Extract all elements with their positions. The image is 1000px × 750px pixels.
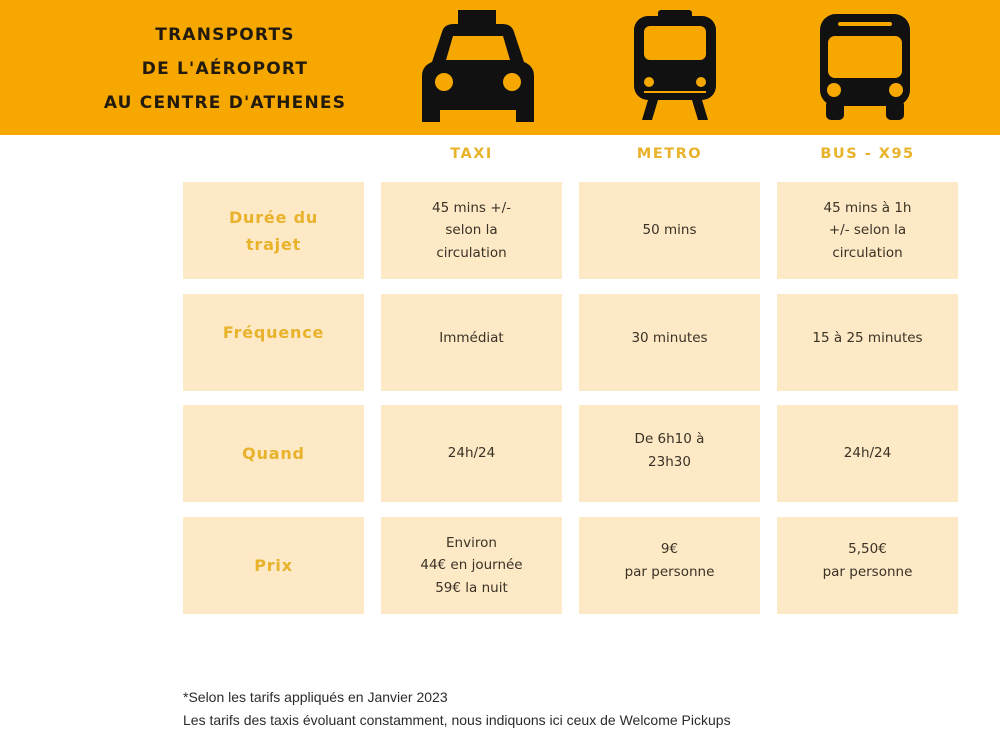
cell-text: 9€ par personne (624, 541, 715, 580)
header-banner: TRANSPORTS DE L'AÉROPORT AU CENTRE D'ATH… (0, 0, 1000, 135)
row-label-quand: Quand (183, 405, 364, 502)
page-title: TRANSPORTS DE L'AÉROPORT AU CENTRE D'ATH… (60, 18, 390, 120)
title-line-2: DE L'AÉROPORT (141, 59, 309, 79)
cell-text: 45 mins +/- selon la circulation (432, 199, 511, 261)
cell-text: 24h/24 (843, 445, 892, 462)
metro-icon (634, 10, 716, 120)
cell-frequence-taxi: Immédiat (381, 294, 562, 391)
title-line-3: AU CENTRE D'ATHENES (103, 93, 347, 113)
footnote-source: Les tarifs des taxis évoluant constammen… (183, 712, 731, 728)
cell-text: 30 minutes (631, 330, 708, 347)
column-header-taxi: TAXI (450, 146, 493, 162)
cell-quand-bus: 24h/24 (777, 405, 958, 502)
cell-duree-metro: 50 mins (579, 182, 760, 279)
row-label-text: Prix (254, 556, 293, 575)
cell-text: 15 à 25 minutes (812, 330, 923, 347)
cell-text: 50 mins (642, 222, 697, 239)
cell-duree-bus: 45 mins à 1h +/- selon la circulation (777, 182, 958, 279)
taxi-icon (422, 10, 534, 122)
cell-quand-taxi: 24h/24 (381, 405, 562, 502)
title-line-1: TRANSPORTS (155, 25, 295, 45)
column-header-metro: METRO (636, 146, 703, 162)
cell-text: 24h/24 (447, 445, 496, 462)
cell-prix-taxi: Environ 44€ en journée 59€ la nuit (381, 517, 562, 614)
cell-duree-taxi: 45 mins +/- selon la circulation (381, 182, 562, 279)
cell-prix-metro: 9€ par personne (579, 517, 760, 614)
row-label-frequence: Fréquence (183, 294, 364, 391)
cell-text: De 6h10 à 23h30 (634, 431, 705, 470)
cell-prix-bus: 5,50€ par personne (777, 517, 958, 614)
column-header-bus: BUS - X95 (820, 146, 915, 162)
row-label-text: Durée du trajet (228, 207, 319, 254)
cell-text: Environ 44€ en journée 59€ la nuit (420, 534, 523, 596)
footnote-date: *Selon les tarifs appliqués en Janvier 2… (183, 689, 448, 705)
row-label-prix: Prix (183, 517, 364, 614)
bus-icon (820, 14, 910, 120)
cell-frequence-metro: 30 minutes (579, 294, 760, 391)
cell-text: 45 mins à 1h +/- selon la circulation (823, 199, 912, 261)
row-label-text: Quand (242, 444, 305, 463)
row-label-duree: Durée du trajet (183, 182, 364, 279)
cell-text: 5,50€ par personne (822, 541, 913, 580)
row-label-text: Fréquence (222, 323, 325, 342)
cell-frequence-bus: 15 à 25 minutes (777, 294, 958, 391)
cell-quand-metro: De 6h10 à 23h30 (579, 405, 760, 502)
cell-text: Immédiat (439, 330, 504, 347)
